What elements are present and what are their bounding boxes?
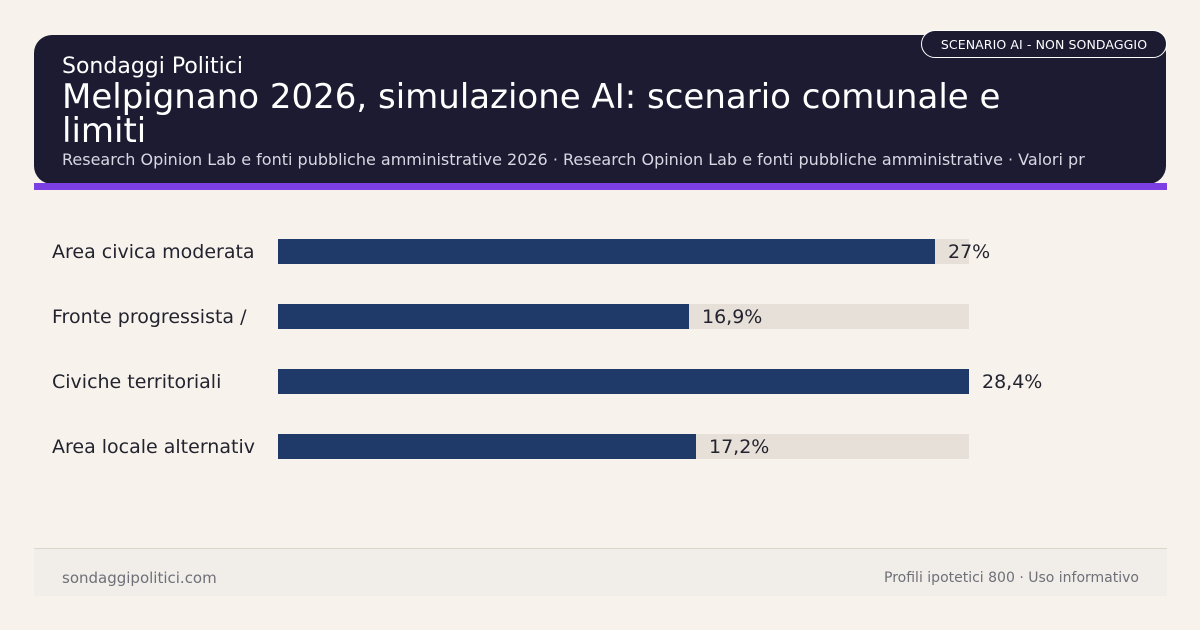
value-label: 28,4%	[982, 371, 1043, 393]
category-label: Civiche territoriali	[52, 371, 222, 393]
category-label: Fronte progressista /	[52, 306, 247, 328]
page-title: Melpignano 2026, simulazione AI: scenari…	[62, 77, 1001, 151]
bar	[278, 304, 689, 329]
kicker: Sondaggi Politici	[62, 54, 243, 79]
header-panel	[34, 35, 1166, 184]
scenario-badge: SCENARIO AI - NON SONDAGGIO	[921, 30, 1167, 58]
bar	[278, 369, 969, 394]
category-label: Area locale alternativ	[52, 436, 255, 458]
footer	[34, 549, 1167, 596]
value-label: 16,9%	[702, 306, 763, 328]
footer-divider	[34, 548, 1167, 549]
bar	[278, 239, 935, 264]
accent-bar	[34, 183, 1167, 190]
footer-note: Profili ipotetici 800 · Uso informativo	[884, 570, 1139, 586]
footer-site: sondaggipolitici.com	[62, 569, 217, 587]
category-label: Area civica moderata	[52, 241, 255, 263]
bar	[278, 434, 696, 459]
subtitle: Research Opinion Lab e fonti pubbliche a…	[62, 150, 1085, 169]
value-label: 27%	[948, 241, 991, 263]
value-label: 17,2%	[709, 436, 770, 458]
